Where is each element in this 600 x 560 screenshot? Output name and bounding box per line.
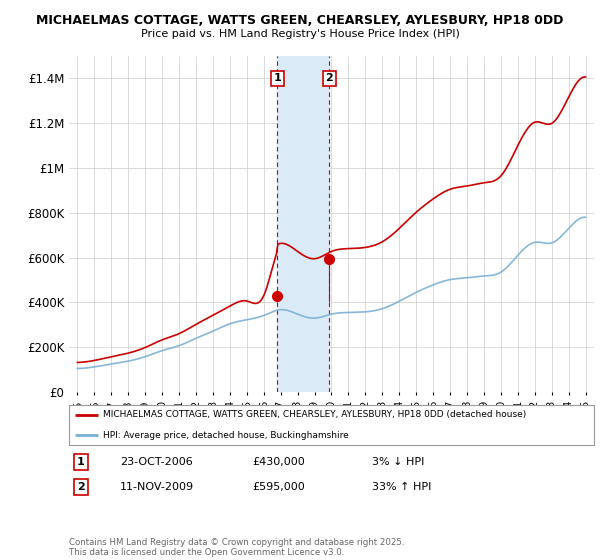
Text: Contains HM Land Registry data © Crown copyright and database right 2025.
This d: Contains HM Land Registry data © Crown c… (69, 538, 404, 557)
Text: MICHAELMAS COTTAGE, WATTS GREEN, CHEARSLEY, AYLESBURY, HP18 0DD (detached house): MICHAELMAS COTTAGE, WATTS GREEN, CHEARSL… (103, 410, 526, 419)
Text: 1: 1 (274, 73, 281, 83)
Text: 11-NOV-2009: 11-NOV-2009 (120, 482, 194, 492)
Text: 23-OCT-2006: 23-OCT-2006 (120, 457, 193, 467)
Text: 2: 2 (77, 482, 85, 492)
Text: HPI: Average price, detached house, Buckinghamshire: HPI: Average price, detached house, Buck… (103, 431, 349, 440)
Text: 1: 1 (77, 457, 85, 467)
Text: MICHAELMAS COTTAGE, WATTS GREEN, CHEARSLEY, AYLESBURY, HP18 0DD: MICHAELMAS COTTAGE, WATTS GREEN, CHEARSL… (37, 14, 563, 27)
Text: 33% ↑ HPI: 33% ↑ HPI (372, 482, 431, 492)
Text: £595,000: £595,000 (252, 482, 305, 492)
Bar (277, 56, 329, 392)
Text: Price paid vs. HM Land Registry's House Price Index (HPI): Price paid vs. HM Land Registry's House … (140, 29, 460, 39)
Text: 2: 2 (325, 73, 333, 83)
Text: £430,000: £430,000 (252, 457, 305, 467)
Text: 3% ↓ HPI: 3% ↓ HPI (372, 457, 424, 467)
